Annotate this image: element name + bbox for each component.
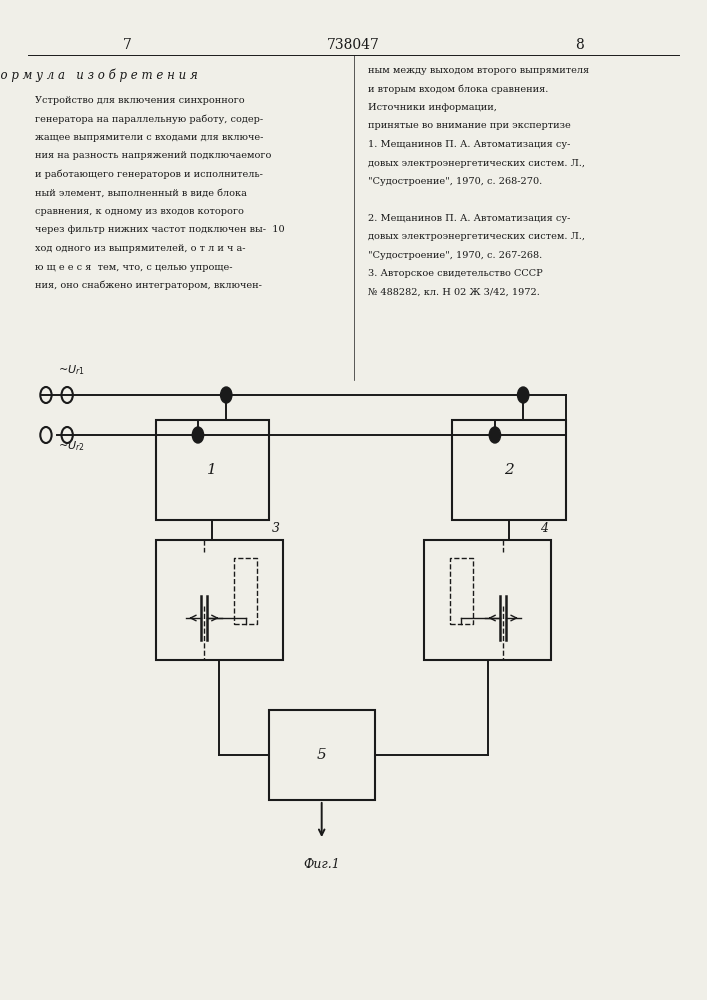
Text: ния на разность напряжений подключаемого: ния на разность напряжений подключаемого: [35, 151, 271, 160]
Text: генератора на параллельную работу, содер-: генератора на параллельную работу, содер…: [35, 114, 264, 124]
Text: и вторым входом блока сравнения.: и вторым входом блока сравнения.: [368, 84, 548, 94]
Text: 3: 3: [271, 522, 280, 535]
Text: 8: 8: [575, 38, 584, 52]
Text: сравнения, к одному из входов которого: сравнения, к одному из входов которого: [35, 207, 244, 216]
Text: Ф о р м у л а   и з о б р е т е н и я: Ф о р м у л а и з о б р е т е н и я: [0, 68, 197, 82]
Text: принятые во внимание при экспертизе: принятые во внимание при экспертизе: [368, 121, 571, 130]
Text: Фиг.1: Фиг.1: [303, 858, 340, 871]
Text: ю щ е е с я  тем, что, с целью упроще-: ю щ е е с я тем, что, с целью упроще-: [35, 262, 233, 271]
Bar: [269, 710, 375, 800]
Bar: [156, 420, 269, 520]
Bar: [156, 540, 283, 660]
Text: ~$U_{r2}$: ~$U_{r2}$: [58, 439, 85, 453]
Text: ния, оно снабжено интегратором, включен-: ния, оно снабжено интегратором, включен-: [35, 281, 262, 290]
Text: ~$U_{r1}$: ~$U_{r1}$: [58, 363, 85, 377]
Circle shape: [221, 387, 232, 403]
Circle shape: [518, 387, 529, 403]
Text: 2: 2: [504, 463, 514, 477]
Text: "Судостроение", 1970, с. 267-268.: "Судостроение", 1970, с. 267-268.: [368, 251, 542, 260]
Text: 4: 4: [540, 522, 549, 535]
Circle shape: [192, 427, 204, 443]
Text: 1: 1: [207, 463, 217, 477]
Circle shape: [489, 427, 501, 443]
Text: ход одного из выпрямителей, о т л и ч а-: ход одного из выпрямителей, о т л и ч а-: [35, 244, 246, 253]
Text: 738047: 738047: [327, 38, 380, 52]
Text: довых электроэнергетических систем. Л.,: довых электроэнергетических систем. Л.,: [368, 232, 585, 241]
Text: 3. Авторское свидетельство СССР: 3. Авторское свидетельство СССР: [368, 269, 542, 278]
Text: 5: 5: [317, 748, 327, 762]
Bar: [452, 420, 566, 520]
Text: Источники информации,: Источники информации,: [368, 103, 496, 112]
Text: 2. Мещанинов П. А. Автоматизация су-: 2. Мещанинов П. А. Автоматизация су-: [368, 214, 570, 223]
Text: жащее выпрямители с входами для включе-: жащее выпрямители с входами для включе-: [35, 133, 264, 142]
Text: довых электроэнергетических систем. Л.,: довых электроэнергетических систем. Л.,: [368, 158, 585, 167]
Bar: [424, 540, 551, 660]
Text: через фильтр нижних частот подключен вы-  10: через фильтр нижних частот подключен вы-…: [35, 226, 285, 234]
Text: 7: 7: [123, 38, 132, 52]
Text: и работающего генераторов и исполнитель-: и работающего генераторов и исполнитель-: [35, 170, 263, 179]
Text: 1. Мещанинов П. А. Автоматизация су-: 1. Мещанинов П. А. Автоматизация су-: [368, 140, 570, 149]
Text: № 488282, кл. Н 02 Ж 3/42, 1972.: № 488282, кл. Н 02 Ж 3/42, 1972.: [368, 288, 539, 297]
Text: "Судостроение", 1970, с. 268-270.: "Судостроение", 1970, с. 268-270.: [368, 177, 542, 186]
Text: ным между выходом второго выпрямителя: ным между выходом второго выпрямителя: [368, 66, 589, 75]
Text: ный элемент, выполненный в виде блока: ный элемент, выполненный в виде блока: [35, 188, 247, 198]
Text: Устройство для включения синхронного: Устройство для включения синхронного: [35, 96, 245, 105]
